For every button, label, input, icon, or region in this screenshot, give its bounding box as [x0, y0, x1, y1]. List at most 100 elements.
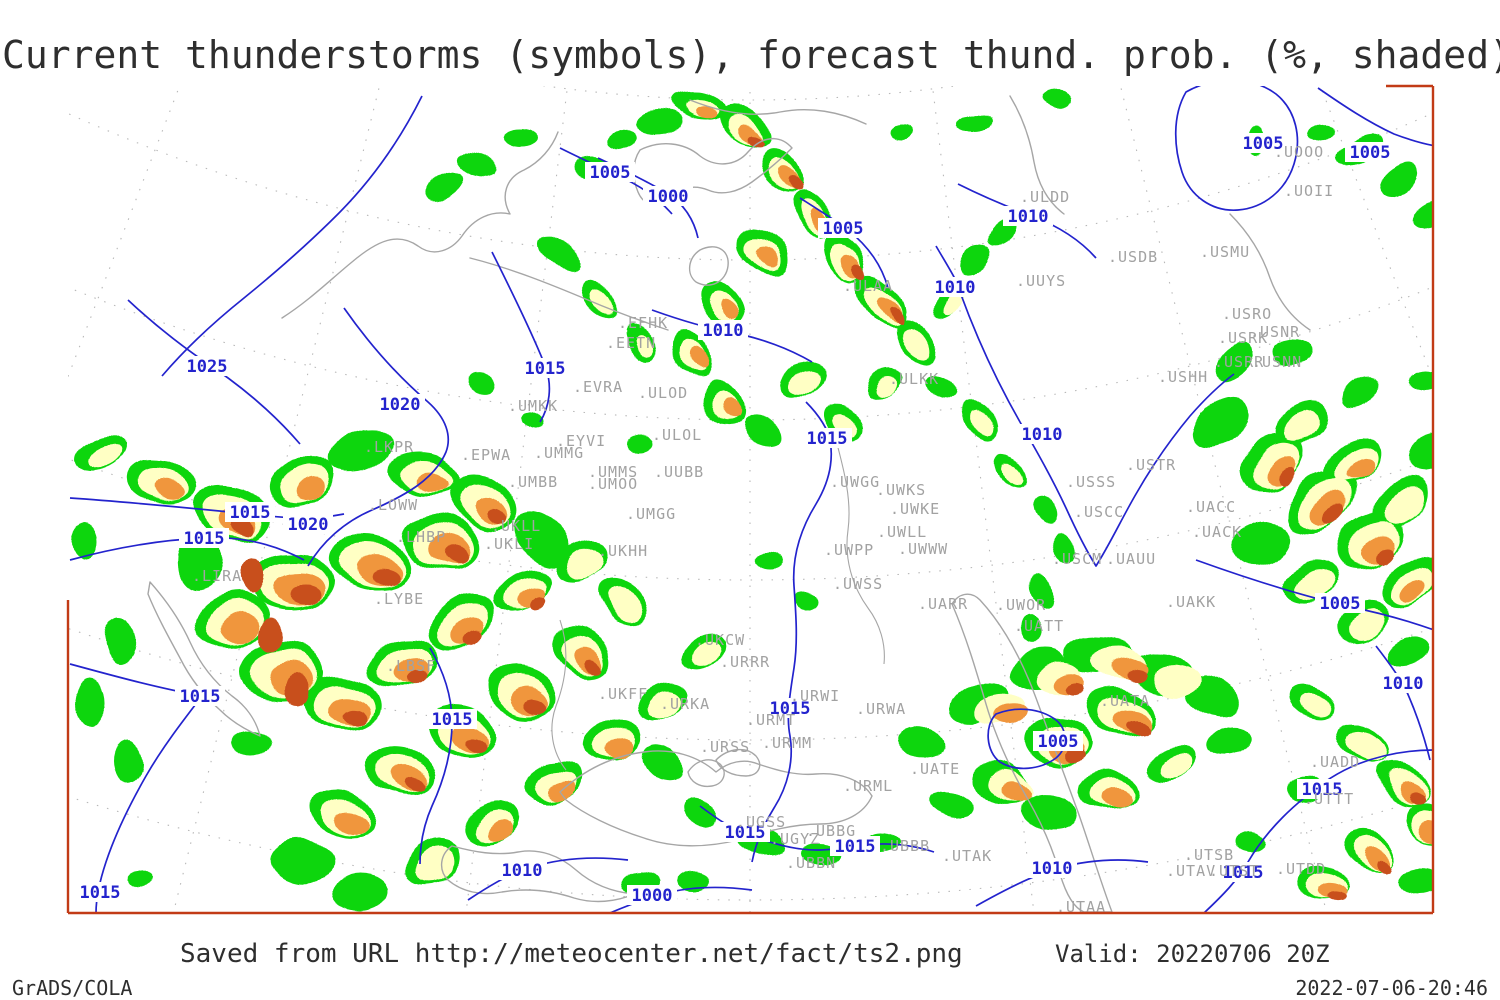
station-label: .LHBP: [396, 528, 446, 546]
isobar-label: 1015: [770, 699, 811, 719]
prob-blob-green: [1237, 831, 1267, 853]
station-label: .UOOO: [1274, 143, 1324, 161]
prob-blob-red: [260, 619, 284, 653]
station-label: .LKPR: [364, 438, 414, 456]
station-label: .UAKK: [1166, 593, 1216, 611]
station-label: .UUBB: [654, 463, 704, 481]
prob-blob-yellow: [1347, 728, 1385, 762]
prob-blob-red: [291, 587, 321, 605]
isobar-label-box: [427, 709, 477, 729]
prob-blob-green: [1021, 792, 1079, 832]
station-label: .URKA: [660, 695, 710, 713]
prob-blob-yellow: [1285, 409, 1319, 441]
prob-blob-orange: [155, 480, 185, 500]
prob-blob-green: [1413, 200, 1433, 230]
isobar-label: 1015: [1223, 863, 1264, 883]
station-label: .EYVI: [556, 432, 606, 450]
prob-blob-green: [459, 149, 497, 175]
prob-blob-orange: [293, 478, 327, 502]
station-label: .URRR: [720, 653, 770, 671]
isobar-label-box: [627, 885, 677, 905]
prob-blob-red: [1276, 467, 1296, 485]
station-label: .LIRA: [192, 567, 242, 585]
station-label: .UAUU: [1106, 550, 1156, 568]
isobar-label: 1020: [288, 515, 329, 535]
station-label: .UACK: [1192, 523, 1242, 541]
river-line: [835, 439, 885, 665]
prob-blob-red: [344, 707, 368, 725]
station-label: .UTST: [1209, 862, 1259, 880]
station-label: .UBBG: [806, 822, 856, 840]
prob-blob-green: [922, 376, 958, 404]
isobar-label: 1015: [835, 837, 876, 857]
prob-blob-red: [586, 658, 606, 674]
station-label: .UGYZ: [770, 830, 820, 848]
station-label: .ULOD: [638, 384, 688, 402]
prob-blob-green: [789, 593, 815, 611]
valid-time-text: Valid: 20220706 20Z: [1055, 940, 1330, 968]
station-label: .UUYS: [1016, 272, 1066, 290]
coastline: [687, 759, 725, 788]
coastline: [441, 845, 635, 903]
station-label: .URWA: [856, 700, 906, 718]
station-label: .ULOL: [652, 426, 702, 444]
isobar-line: [1317, 87, 1433, 147]
prob-blob-yellow: [901, 325, 931, 359]
isobar-label: 1005: [1038, 732, 1079, 752]
prob-blob-green: [423, 169, 467, 201]
isobar-label: 1015: [432, 710, 473, 730]
isobar-label-box: [698, 320, 748, 340]
coastline: [1229, 213, 1311, 331]
prob-blob-orange: [333, 808, 367, 832]
prob-blob-green: [502, 129, 538, 147]
station-label: .LBSF: [386, 657, 436, 675]
isobar-label: 1015: [807, 429, 848, 449]
prob-blob-orange: [1104, 791, 1132, 809]
prob-blob-yellow: [413, 849, 455, 881]
prob-blob-green: [1029, 494, 1055, 526]
isobar-label: 1015: [80, 883, 121, 903]
prob-blob-orange: [1422, 819, 1433, 841]
isobar-label: 1015: [180, 687, 221, 707]
station-label: .UWOR: [996, 596, 1046, 614]
isobar-label-box: [830, 836, 880, 856]
isobar-label: 1000: [648, 187, 689, 207]
station-label-layer: .EFHK .EETN .EVRA .ULOD .UMKK .ULOL .EYVI.UMMG…: [192, 143, 1359, 916]
prob-blob-red: [855, 262, 869, 278]
isobar-label-box: [818, 218, 868, 238]
isobar-label-box: [175, 686, 225, 706]
prob-blob-red: [405, 778, 427, 794]
prob-blob-red: [1376, 547, 1396, 565]
isobar-line: [161, 95, 423, 377]
station-label: .UKHH: [598, 542, 648, 560]
station-label: .EETN: [606, 334, 656, 352]
prob-blob-green: [1031, 577, 1053, 607]
isobar-line: [1174, 86, 1299, 211]
prob-blob-red: [1066, 683, 1086, 697]
station-label: .UWKE: [890, 500, 940, 518]
prob-blob-yellow: [1302, 693, 1330, 717]
prob-blob-orange: [1347, 458, 1373, 482]
isobar-label-box: [1218, 862, 1268, 882]
isobar-label-box: [1297, 779, 1347, 799]
coastline: [559, 750, 873, 847]
station-label: .UARR: [918, 595, 968, 613]
prob-blob-yellow: [85, 442, 123, 468]
prob-blob-yellow: [1004, 462, 1024, 484]
prob-blob-green: [960, 244, 992, 280]
prob-blob-yellow: [872, 375, 896, 395]
station-label: .URML: [843, 777, 893, 795]
prob-blob-green: [895, 726, 945, 758]
isobar-label-box: [497, 860, 547, 880]
coastline: [715, 749, 761, 777]
station-label: .UTAA: [1056, 898, 1106, 916]
generation-timestamp: 2022-07-06-20:46: [1295, 976, 1488, 1000]
prob-blob-red: [466, 628, 486, 644]
prob-blob-yellow: [1153, 665, 1199, 695]
prob-blob-red: [283, 675, 309, 705]
station-label: .UMBB: [508, 473, 558, 491]
isobar-label-box: [1017, 424, 1067, 444]
prob-blob-green: [72, 523, 98, 561]
prob-blob-green: [887, 125, 913, 139]
prob-blob-green: [638, 110, 682, 134]
